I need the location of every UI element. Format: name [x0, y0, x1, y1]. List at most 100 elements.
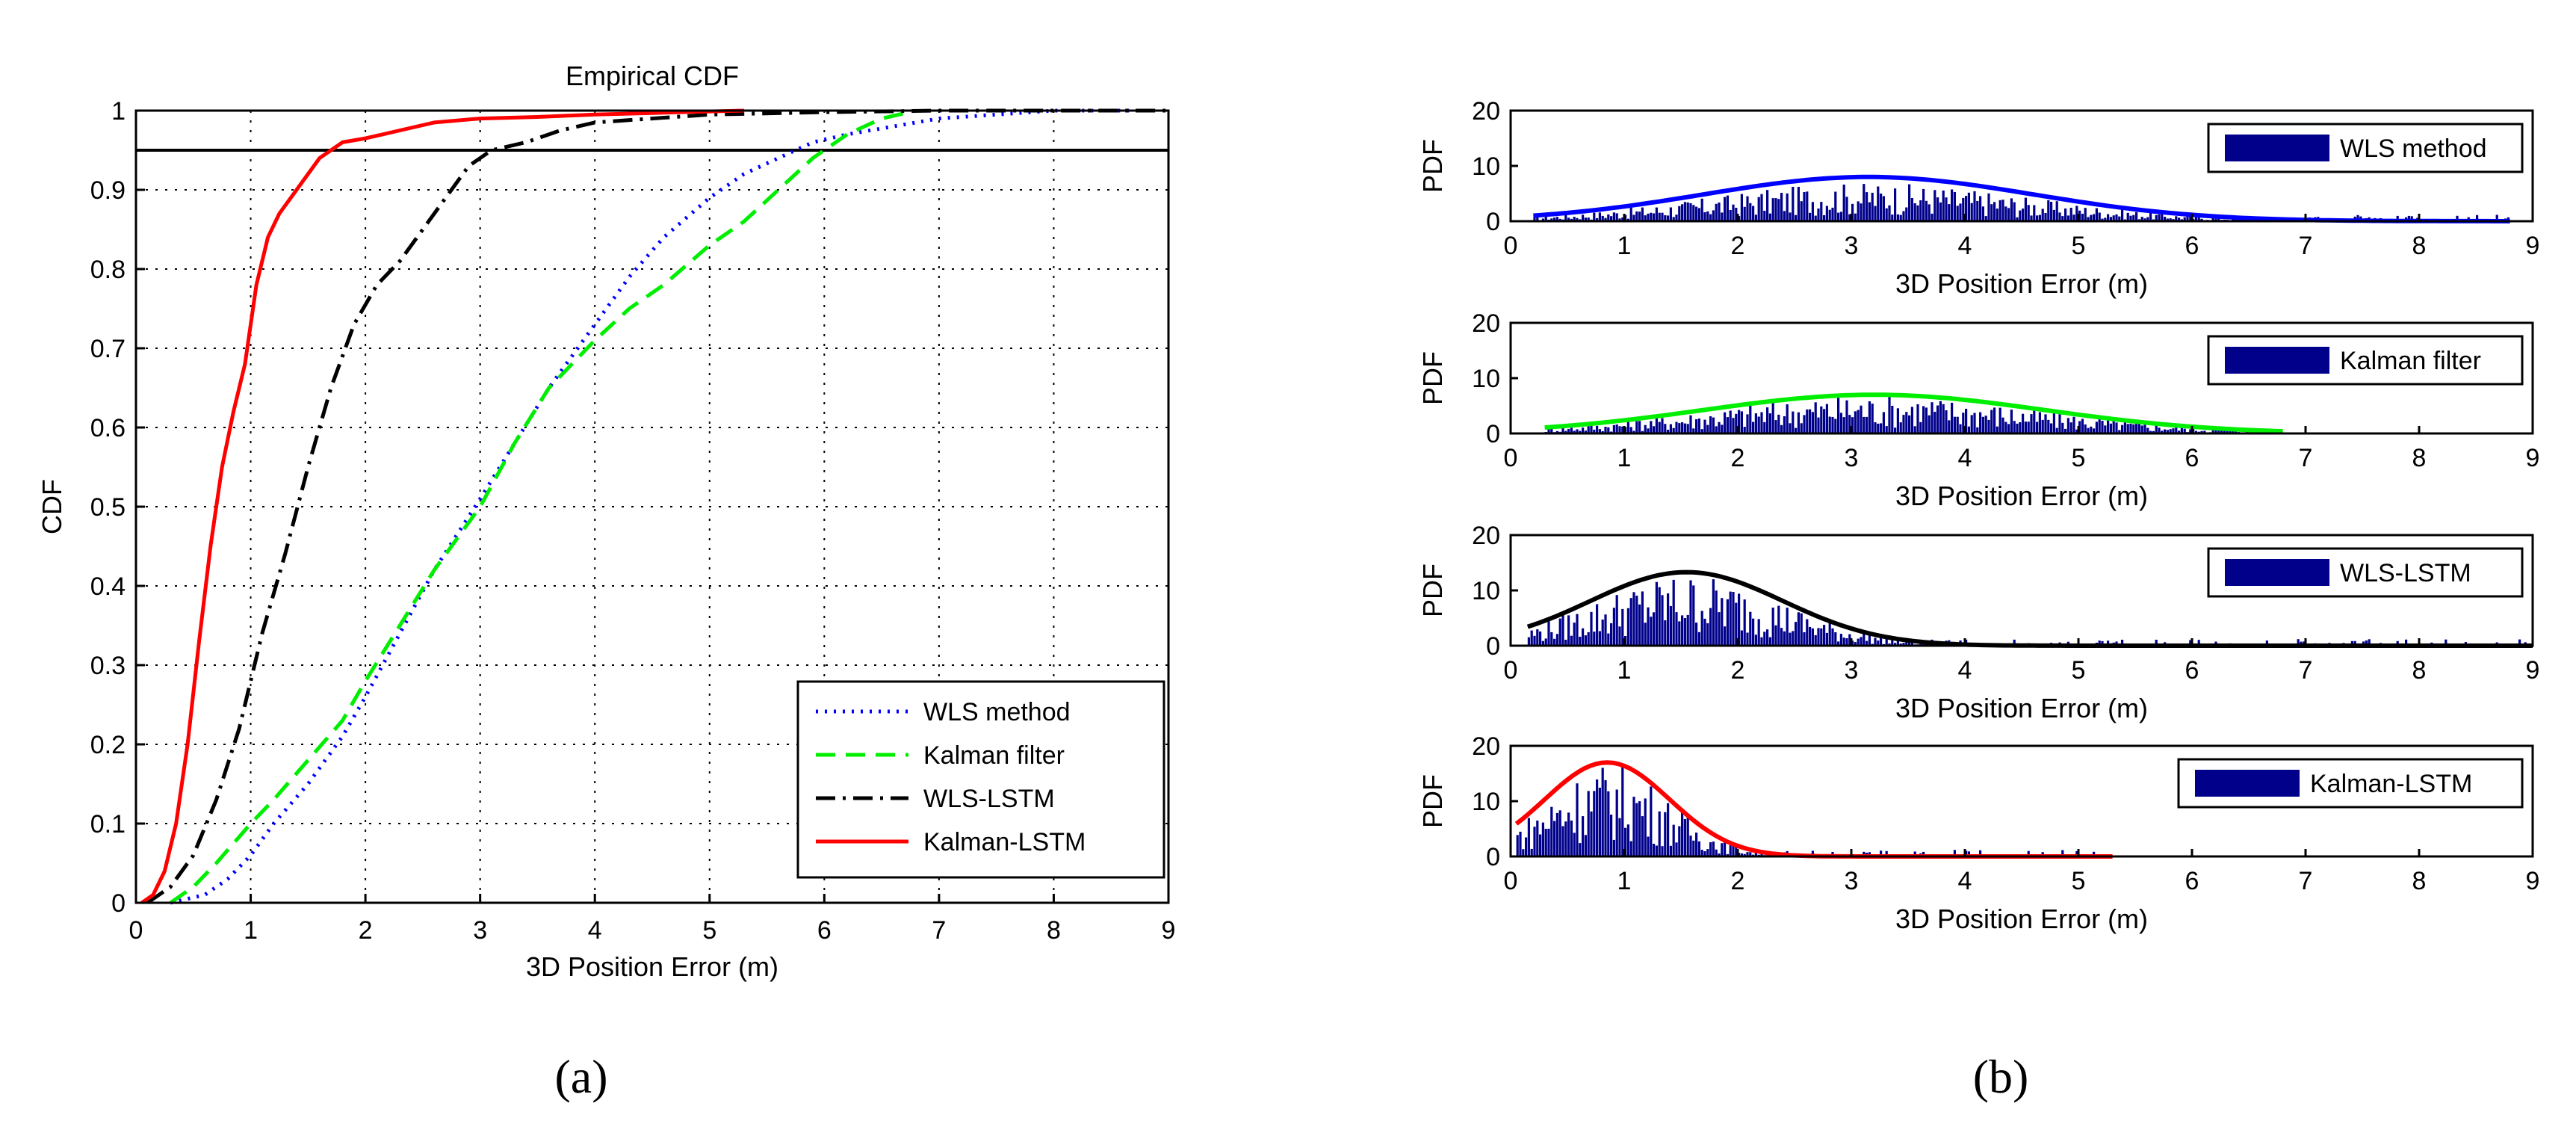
pdf-bar [2090, 214, 2093, 221]
pdf-bar [2164, 429, 2167, 433]
pdf-bar [1800, 423, 1803, 433]
pdf-bar [1774, 420, 1777, 433]
pdf-bar [1672, 217, 1675, 221]
pdf-bar [1760, 194, 1763, 221]
pdf-bar [1905, 640, 1908, 646]
pdf-bar [1692, 840, 1695, 856]
pdf-bar [1922, 188, 1925, 221]
pdf-bar [1979, 412, 1982, 433]
pdf-bar [1837, 641, 1840, 646]
pdf-bar [1527, 637, 1530, 646]
pdf-bar [2223, 430, 2226, 433]
pdf-bar [2019, 422, 2022, 433]
pdf-bar [1743, 206, 1746, 221]
pdf-bar [2069, 208, 2072, 221]
pdf-bar [1536, 821, 1539, 856]
pdf-bar [2104, 425, 2107, 433]
pdf-bar [1624, 636, 1627, 646]
pdf-bar [1908, 640, 1911, 646]
pdf-bar [1766, 190, 1769, 221]
pdf-bar [1823, 214, 1826, 221]
pdf-bar [1814, 634, 1817, 646]
pdf-bar [2095, 208, 2098, 221]
pdf-bar [1601, 215, 1604, 221]
pdf-bar [1703, 419, 1706, 433]
pdf-bar [1564, 640, 1567, 646]
pdf-y-tick-label: 20 [1472, 522, 1500, 550]
pdf-bar [2132, 424, 2135, 433]
pdf-bar [1555, 430, 1558, 433]
pdf-bar [1970, 415, 1973, 433]
pdf-bar [1885, 426, 1888, 433]
pdf-bar [1686, 424, 1689, 433]
pdf-bar [1842, 417, 1845, 433]
pdf-bar [1811, 412, 1814, 433]
pdf-bar [1689, 580, 1692, 646]
pdf-bar [2061, 422, 2064, 433]
pdf-bar [1675, 422, 1678, 433]
pdf-bar [1541, 822, 1544, 856]
pdf-bar [2027, 205, 2030, 221]
pdf-bar [1700, 198, 1703, 221]
pdf-bar [1653, 844, 1656, 856]
pdf-bar [1695, 833, 1698, 856]
pdf-bar [1683, 423, 1686, 433]
pdf-x-tick-label: 7 [2299, 444, 2313, 472]
pdf-bar [1839, 211, 1842, 221]
pdf-bar [2019, 210, 2022, 221]
pdf-bar [1896, 639, 1899, 646]
pdf-bar [1780, 424, 1783, 433]
pdf-x-tick-label: 0 [1504, 232, 1518, 260]
pdf-bar [1820, 406, 1823, 433]
pdf-bar [2155, 640, 2158, 646]
pdf-bar [1899, 422, 1902, 433]
pdf-bar [2095, 422, 2098, 433]
pdf-bar [1936, 197, 1939, 221]
pdf-bar [1564, 430, 1567, 433]
pdf-bar [1587, 426, 1590, 433]
pdf-bar [1757, 619, 1760, 646]
pdf-bar [1851, 417, 1854, 433]
cdf-series-kalman-filter [169, 108, 917, 905]
pdf-bar [1902, 643, 1905, 646]
pdf-bar [1550, 218, 1553, 221]
pdf-bar [2007, 424, 2010, 433]
pdf-bar [1553, 638, 1556, 646]
pdf-bar [1825, 632, 1828, 646]
pdf-bar [1845, 638, 1848, 646]
pdf-bar [2109, 217, 2112, 221]
pdf-bar [1541, 640, 1544, 646]
pdf-bar [2203, 430, 2206, 433]
pdf-bar [1752, 618, 1755, 646]
pdf-bar [1598, 631, 1601, 646]
pdf-bar [1621, 767, 1624, 856]
pdf-bar [1582, 427, 1585, 433]
cdf-y-tick-label: 0.8 [90, 256, 126, 284]
pdf-bar [1615, 213, 1618, 221]
pdf-bar [2055, 201, 2058, 221]
pdf-bar [1743, 853, 1746, 856]
pdf-y-tick-label: 20 [1472, 309, 1500, 338]
pdf-bar [1967, 851, 1970, 856]
pdf-bar [2126, 424, 2129, 433]
pdf-bar [1700, 611, 1703, 646]
pdf-bar [1650, 212, 1653, 221]
pdf-x-tick-label: 6 [2185, 444, 2199, 472]
pdf-bar [1868, 202, 1871, 221]
cdf-x-tick-label: 2 [359, 916, 373, 945]
pdf-bar [1916, 205, 1919, 221]
pdf-bar [1891, 214, 1894, 221]
pdf-bar [2214, 218, 2217, 221]
pdf-bar [1757, 416, 1760, 433]
pdf-bar [1550, 806, 1553, 856]
cdf-x-tick-label: 4 [588, 916, 602, 945]
pdf-bar [1910, 198, 1913, 221]
pdf-bar [1573, 833, 1576, 856]
pdf-bar [1681, 811, 1684, 856]
pdf-y-tick-label: 10 [1472, 788, 1500, 816]
pdf-bar [2058, 413, 2061, 433]
pdf-x-tick-label: 0 [1504, 656, 1518, 685]
pdf-bar [1746, 414, 1749, 433]
pdf-bar [2237, 218, 2240, 221]
pdf-bar [2084, 208, 2087, 221]
